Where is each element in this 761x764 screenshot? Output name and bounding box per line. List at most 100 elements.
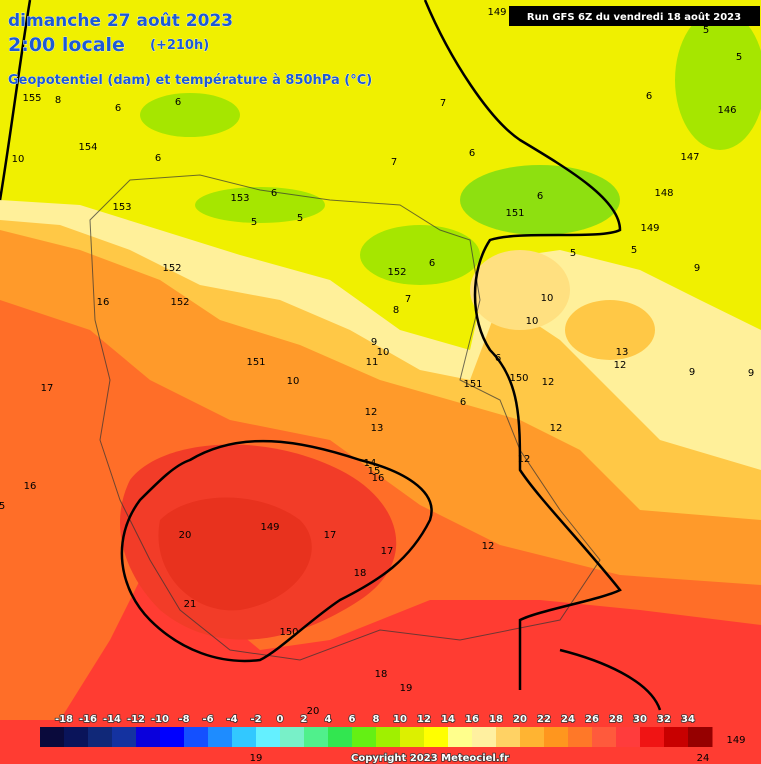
temperature-label: 6	[175, 97, 181, 108]
colorbar-swatch	[520, 727, 545, 747]
colorbar-swatch	[136, 727, 161, 747]
colorbar-tick-label: 30	[633, 714, 647, 725]
temperature-label: 17	[324, 530, 337, 541]
colorbar-tick-label: -10	[151, 714, 169, 725]
cool-patch	[360, 225, 480, 285]
geopotential-label: 151	[246, 357, 265, 368]
colorbar-swatch	[112, 727, 137, 747]
temperature-label: 12	[518, 454, 531, 465]
colorbar-tick-label: 6	[349, 714, 356, 725]
temperature-label: 14	[364, 458, 377, 469]
colorbar-tick-label: 22	[537, 714, 551, 725]
temperature-label: 13	[616, 347, 629, 358]
temperature-label: 15	[368, 466, 381, 477]
geopotential-label: 149	[726, 735, 745, 746]
temperature-label: 16	[24, 481, 37, 492]
colorbar-tick-label: 12	[417, 714, 431, 725]
temperature-label: 5	[703, 25, 709, 36]
temperature-label: 12	[614, 360, 627, 371]
temperature-label: 5	[631, 245, 637, 256]
colorbar: -18 -16 -14 -12 -10 -8 -6 -4 -2 0 2 4 6 8 10 12 14 16 18 20…	[40, 713, 713, 747]
contour	[0, 0, 32, 201]
run-box	[509, 6, 760, 26]
geopotential-label: 148	[654, 188, 673, 199]
temperature-label: 20	[307, 706, 320, 717]
temperature-label: 10	[541, 293, 554, 304]
temperature-label: 7	[440, 98, 446, 109]
temperature-label: 6	[429, 258, 435, 269]
colorbar-swatch	[160, 727, 185, 747]
temperature-label: 6	[460, 397, 466, 408]
temperature-label: 11	[366, 357, 379, 368]
temperature-label: 12	[482, 541, 495, 552]
colorbar-swatch	[280, 727, 305, 747]
colorbar-swatch	[184, 727, 209, 747]
temperature-label: 9	[748, 368, 754, 379]
map-labels: 1491551541531531521521521511511511501491…	[0, 7, 754, 764]
contour	[423, 0, 622, 690]
temperature-label: 20	[179, 530, 192, 541]
colorbar-tick-label: 18	[489, 714, 503, 725]
temperature-label: 5	[251, 217, 257, 228]
geopotential-label: 153	[230, 193, 249, 204]
temperature-label: 10	[526, 316, 539, 327]
temperature-label: 10	[377, 347, 390, 358]
geopotential-label: 152	[162, 263, 181, 274]
colorbar-swatch	[592, 727, 617, 747]
colorbar-swatch	[256, 727, 281, 747]
colorbar-swatch	[472, 727, 497, 747]
colorbar-swatch	[640, 727, 665, 747]
colorbar-swatch	[448, 727, 473, 747]
temperature-label: 10	[12, 154, 25, 165]
geopotential-label: 151	[463, 379, 482, 390]
time: 2:00 locale	[8, 34, 125, 56]
geopotential-label: 153	[112, 202, 131, 213]
colorbar-tick-label: 24	[561, 714, 575, 725]
contour	[120, 439, 433, 663]
colorbar-swatch	[232, 727, 257, 747]
temperature-label: 16	[372, 473, 385, 484]
colorbar-tick-label: -18	[55, 714, 73, 725]
geopotential-label: 147	[680, 152, 699, 163]
colorbar-tick-label: -12	[127, 714, 145, 725]
colorbar-tick-label: 8	[373, 714, 380, 725]
colorbar-tick-label: -16	[79, 714, 97, 725]
temperature-label: 18	[354, 568, 367, 579]
temperature-label: 8	[55, 95, 61, 106]
lead: (+210h)	[150, 38, 209, 53]
colorbar-tick-label: 16	[465, 714, 479, 725]
cool-patch	[675, 10, 761, 150]
colorbar-swatch	[544, 727, 569, 747]
contour	[559, 648, 662, 711]
colorbar-swatch	[568, 727, 593, 747]
coastline	[89, 174, 601, 661]
colorbar-swatch	[352, 727, 377, 747]
geopotential-label: 149	[260, 522, 279, 533]
colorbar-tick-label: 2	[301, 714, 308, 725]
colorbar-swatch	[616, 727, 641, 747]
colorbar-tick-label: 34	[681, 714, 695, 725]
geopotential-label: 154	[78, 142, 97, 153]
run-info: Run GFS 6Z du vendredi 18 août 2023	[527, 11, 741, 23]
temperature-label: 17	[381, 546, 394, 557]
temperature-label: 17	[41, 383, 54, 394]
colorbar-swatch	[40, 727, 65, 747]
colorbar-swatch	[208, 727, 233, 747]
colorbar-swatch	[88, 727, 113, 747]
geopotential-label: 149	[640, 223, 659, 234]
date: dimanche 27 août 2023	[8, 11, 233, 31]
temperature-label: 21	[184, 599, 197, 610]
cool-patch	[460, 165, 620, 235]
geopotential-label: 150	[509, 373, 528, 384]
temperature-label: 7	[391, 157, 397, 168]
subtitle: Geopotentiel (dam) et température à 850h…	[8, 73, 372, 88]
colorbar-tick-label: 28	[609, 714, 623, 725]
temperature-label: 6	[469, 148, 475, 159]
temperature-label: 16	[97, 297, 110, 308]
colorbar-tick-label: 20	[513, 714, 527, 725]
colorbar-swatch	[664, 727, 689, 747]
geopotential-label: 151	[505, 208, 524, 219]
colorbar-swatch	[496, 727, 521, 747]
hot-core	[158, 497, 312, 611]
